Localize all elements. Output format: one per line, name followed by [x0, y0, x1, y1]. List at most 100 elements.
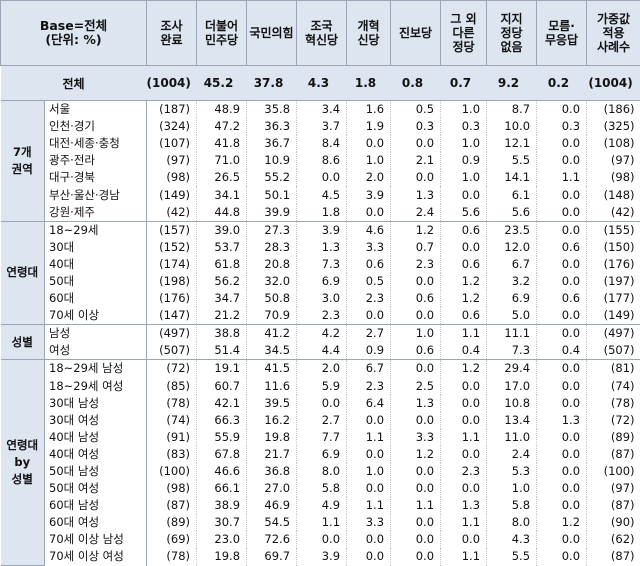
value-cell: 1.2 [537, 514, 587, 531]
value-cell: 56.2 [197, 273, 247, 290]
value-cell: 35.8 [247, 101, 297, 119]
value-cell: 0.0 [297, 395, 347, 412]
value-cell: 0.0 [391, 514, 441, 531]
value-cell: 34.7 [197, 290, 247, 307]
value-cell: 5.6 [487, 204, 537, 222]
value-cell: (100) [587, 463, 640, 480]
value-cell: 8.6 [297, 152, 347, 169]
total-label: 전체 [1, 66, 147, 101]
value-cell: 2.1 [391, 152, 441, 169]
value-cell: 3.7 [297, 118, 347, 135]
value-cell: 1.2 [441, 290, 487, 307]
value-cell: (91) [147, 429, 197, 446]
value-cell: 17.0 [487, 378, 537, 395]
value-cell: 7.7 [297, 429, 347, 446]
value-cell: 11.6 [247, 378, 297, 395]
row-label: 40대 남성 [45, 429, 147, 446]
value-cell: 0.3 [537, 118, 587, 135]
value-cell: (176) [147, 290, 197, 307]
value-cell: 0.0 [391, 463, 441, 480]
value-cell: 1.1 [347, 497, 391, 514]
value-cell: 46.9 [247, 497, 297, 514]
value-cell: (85) [147, 378, 197, 395]
value-cell: 0.5 [391, 101, 441, 119]
value-cell: 41.5 [247, 360, 297, 378]
value-cell: 0.0 [441, 446, 487, 463]
value-cell: 1.1 [537, 169, 587, 186]
value-cell: (149) [587, 307, 640, 325]
row-label: 18~29세 여성 [45, 378, 147, 395]
value-cell: 55.2 [247, 169, 297, 186]
value-cell: (497) [147, 325, 197, 343]
value-cell: 6.9 [487, 290, 537, 307]
row-label: 70세 이상 [45, 307, 147, 325]
value-cell: 1.0 [441, 169, 487, 186]
value-cell: 0.0 [537, 273, 587, 290]
value-cell: 1.1 [441, 514, 487, 531]
value-cell: 8.0 [297, 463, 347, 480]
value-cell: 13.4 [487, 412, 537, 429]
value-cell: 3.9 [347, 186, 391, 203]
value-cell: 5.0 [487, 307, 537, 325]
value-cell: (78) [147, 395, 197, 412]
total-cell: 4.3 [297, 66, 347, 101]
value-cell: 0.0 [297, 169, 347, 186]
value-cell: 2.4 [391, 204, 441, 222]
value-cell: 0.0 [391, 273, 441, 290]
value-cell: 0.0 [391, 412, 441, 429]
value-cell: 34.5 [247, 342, 297, 360]
value-cell: 41.2 [247, 325, 297, 343]
value-cell: 0.0 [391, 360, 441, 378]
value-cell: 1.3 [391, 395, 441, 412]
value-cell: 2.0 [347, 169, 391, 186]
value-cell: 38.8 [197, 325, 247, 343]
value-cell: 53.7 [197, 239, 247, 256]
row-label: 60대 여성 [45, 514, 147, 531]
value-cell: 5.6 [441, 204, 487, 222]
total-cell: 1.8 [347, 66, 391, 101]
value-cell: 1.1 [391, 497, 441, 514]
value-cell: 1.3 [537, 412, 587, 429]
row-label: 인천·경기 [45, 118, 147, 135]
value-cell: 0.0 [347, 204, 391, 222]
row-label: 60대 남성 [45, 497, 147, 514]
value-cell: (81) [587, 360, 640, 378]
value-cell: 30.7 [197, 514, 247, 531]
value-cell: (74) [587, 378, 640, 395]
row-label: 60대 [45, 290, 147, 307]
value-cell: 1.0 [391, 325, 441, 343]
row-label: 40대 [45, 256, 147, 273]
value-cell: 4.3 [487, 531, 537, 548]
value-cell: 44.8 [197, 204, 247, 222]
value-cell: (100) [147, 463, 197, 480]
value-cell: 23.0 [197, 531, 247, 548]
value-cell: 8.0 [487, 514, 537, 531]
value-cell: 0.0 [537, 531, 587, 548]
group-label: 연령대 [1, 221, 45, 325]
value-cell: 6.1 [487, 186, 537, 203]
value-cell: 36.3 [247, 118, 297, 135]
value-cell: 66.3 [197, 412, 247, 429]
value-cell: 11.1 [487, 325, 537, 343]
value-cell: 0.0 [441, 480, 487, 497]
value-cell: 0.0 [537, 463, 587, 480]
value-cell: 0.0 [441, 395, 487, 412]
value-cell: 5.5 [487, 152, 537, 169]
col-header: 진보당 [391, 1, 441, 66]
value-cell: 12.1 [487, 135, 537, 152]
value-cell: (148) [587, 186, 640, 203]
value-cell: 4.9 [297, 497, 347, 514]
value-cell: 0.0 [347, 135, 391, 152]
value-cell: 0.0 [537, 135, 587, 152]
value-cell: 2.3 [347, 290, 391, 307]
value-cell: 10.8 [487, 395, 537, 412]
value-cell: 28.3 [247, 239, 297, 256]
